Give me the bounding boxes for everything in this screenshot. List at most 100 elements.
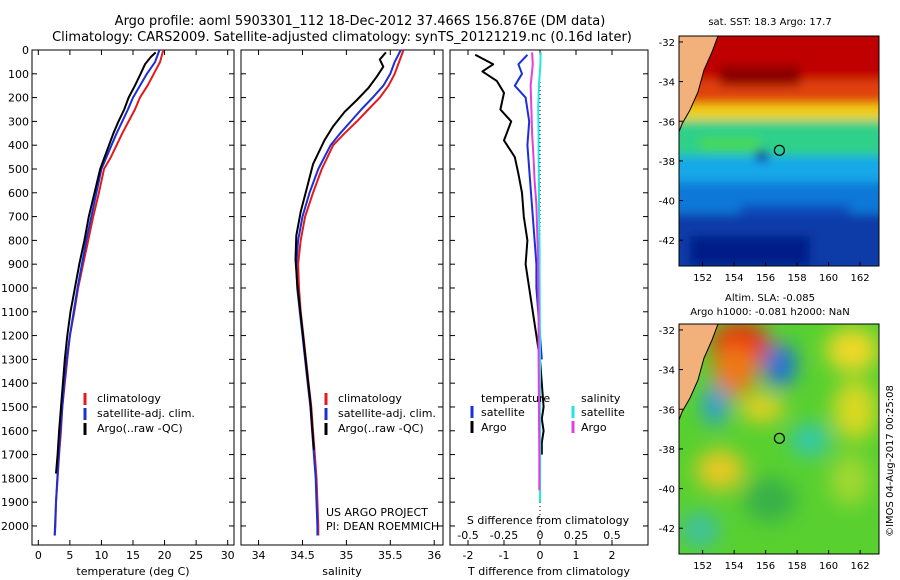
figure-title-line1: Argo profile: aoml 5903301_112 18-Dec-20… <box>115 14 606 29</box>
series-line-t-satellite <box>513 54 543 360</box>
lat-tick-label: -32 <box>659 326 675 337</box>
profile-location-marker <box>773 144 786 156</box>
lon-tick-label: 160 <box>819 561 838 572</box>
depth-axis: 0 100 200 300 400 500 600 700 800 900 1000 1100 1200… <box>1 44 234 533</box>
s-tick-label: 0 <box>537 529 544 542</box>
x-tick-label: 10 <box>94 549 108 562</box>
x-tick-label: -2 <box>463 549 474 562</box>
salinity-frame <box>240 49 444 546</box>
sla-field <box>679 324 879 554</box>
legend-label-s-satellite: satellite <box>581 406 625 419</box>
project-annotation-line2: PI: DEAN ROEMMICH <box>326 520 439 533</box>
x-tick-label: 0 <box>35 549 42 562</box>
legend-label-t-argo: Argo <box>481 421 507 434</box>
sst-lat-axis: -32 -34 -36 -38 -40 -42 <box>659 38 683 247</box>
y-tick-label: 1900 <box>1 496 29 509</box>
lon-tick-label: 156 <box>756 273 775 284</box>
y-tick-label: 500 <box>8 163 29 176</box>
y-tick-label: 900 <box>8 258 29 271</box>
series-line-satellite-adj-clim <box>295 49 402 536</box>
series-line-s-satellite <box>537 52 542 503</box>
coastline <box>679 36 719 133</box>
legend-label-satellite: satellite-adj. clim. <box>97 407 195 420</box>
salinity-x-axis: 34 34.5 35 35.5 36 <box>241 49 443 562</box>
temperature-x-axis: 0 5 10 15 20 25 30 <box>35 50 235 562</box>
y-tick-label: 2000 <box>1 520 29 533</box>
y-tick-label: 100 <box>8 68 29 81</box>
s-tick-label: -0.5 <box>457 529 478 542</box>
y-tick-label: 1400 <box>1 377 29 390</box>
x-tick-label: 35.5 <box>378 549 403 562</box>
legend-label-argo: Argo(..raw -QC) <box>338 422 424 435</box>
lat-tick-label: -42 <box>659 524 675 535</box>
lon-tick-label: 154 <box>725 273 744 284</box>
temperature-xlabel: temperature (deg C) <box>76 565 189 578</box>
sst-lon-axis: 152 154 156 158 160 162 <box>693 262 870 284</box>
legend-label-satellite: satellite-adj. clim. <box>338 407 436 420</box>
difference-panel: -2 -1 0 1 2 -0.5 -0.25 0 0.25 0.5 S difference fr… <box>449 49 649 578</box>
x-tick-label: 15 <box>126 549 140 562</box>
lat-tick-label: -40 <box>659 485 675 496</box>
difference-x-axis: -2 -1 0 1 2 -0.5 -0.25 0 0.25 0.5 <box>450 49 648 562</box>
sst-map-title: sat. SST: 18.3 Argo: 17.7 <box>708 17 831 28</box>
series-line-s-argo <box>529 52 541 491</box>
legend-label-s-argo: Argo <box>581 421 607 434</box>
lat-tick-label: -32 <box>659 38 675 49</box>
lon-tick-label: 156 <box>756 561 775 572</box>
salinity-panel: 34 34.5 35 35.5 36 salinity climatology sate… <box>240 49 444 578</box>
temperature-legend: climatology satellite-adj. clim. Argo(..… <box>83 392 195 435</box>
difference-series <box>474 52 545 503</box>
salinity-series <box>294 49 405 536</box>
figure-title-line2: Climatology: CARS2009. Satellite-adjuste… <box>52 30 632 45</box>
lon-tick-label: 160 <box>819 273 838 284</box>
x-tick-label: 5 <box>66 549 73 562</box>
y-tick-label: 1200 <box>1 330 29 343</box>
legend-label-climatology: climatology <box>338 392 402 405</box>
lon-tick-label: 158 <box>788 273 807 284</box>
lat-tick-label: -42 <box>659 236 675 247</box>
coastline <box>679 324 719 421</box>
difference-legend: temperature salinity satellite Argo sate… <box>470 392 625 434</box>
y-tick-label: 400 <box>8 139 29 152</box>
x-tick-label: 34.5 <box>290 549 315 562</box>
series-line-argo-raw-qc <box>55 51 157 474</box>
difference-xlabel: T difference from climatology <box>467 565 630 578</box>
y-tick-label: 1500 <box>1 401 29 414</box>
sla-map-title-line2: Argo h1000: -0.081 h2000: NaN <box>690 307 850 318</box>
sla-lon-axis: 152 154 156 158 160 162 <box>693 550 870 572</box>
lon-tick-label: 152 <box>693 273 712 284</box>
sst-frame <box>678 35 880 267</box>
credit-text: ©IMOS 04-Aug-2017 00:25:08 <box>885 385 896 537</box>
temperature-series <box>53 49 165 536</box>
series-line-satellite-adj-clim <box>53 49 161 536</box>
lon-tick-label: 158 <box>788 561 807 572</box>
x-tick-label: 25 <box>189 549 203 562</box>
difference-frame <box>449 49 649 546</box>
s-tick-label: -0.25 <box>490 529 518 542</box>
x-tick-label: 30 <box>221 549 235 562</box>
temperature-panel: 0100200300400500600700800900100011001200… <box>1 44 235 578</box>
legend-label-argo: Argo(..raw -QC) <box>97 422 183 435</box>
s-tick-label: 0.5 <box>603 529 621 542</box>
lon-tick-label: 152 <box>693 561 712 572</box>
lon-tick-label: 162 <box>851 273 870 284</box>
legend-header-temperature: temperature <box>481 392 550 405</box>
y-tick-label: 700 <box>8 211 29 224</box>
y-tick-label: 1300 <box>1 353 29 366</box>
lon-tick-label: 162 <box>851 561 870 572</box>
x-tick-label: 1 <box>573 549 580 562</box>
y-tick-label: 1000 <box>1 282 29 295</box>
lon-tick-label: 154 <box>725 561 744 572</box>
legend-label-climatology: climatology <box>97 392 161 405</box>
sst-field <box>679 36 879 266</box>
sla-frame <box>678 323 880 555</box>
lat-tick-label: -34 <box>659 78 675 89</box>
sst-map: -32 -34 -36 -38 -40 -42 152 154 156 158 160 162 <box>659 35 880 284</box>
project-annotation-line1: US ARGO PROJECT <box>326 506 428 519</box>
y-tick-label: 1600 <box>1 425 29 438</box>
sla-map-title-line1: Altim. SLA: -0.085 <box>725 293 815 304</box>
legend-header-salinity: salinity <box>581 392 621 405</box>
lat-tick-label: -38 <box>659 445 675 456</box>
temperature-frame <box>31 49 235 546</box>
